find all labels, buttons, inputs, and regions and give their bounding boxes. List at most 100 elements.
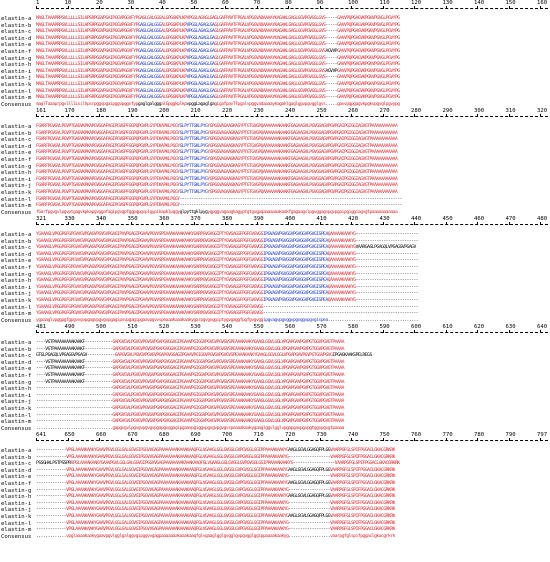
ruler-tick-mark xyxy=(477,6,478,9)
sequence-segment-red: MAGLTAAAPRPGVLLLLLSILHPSRPGGVPGAIPGGVPGG… xyxy=(36,16,326,21)
sequence-row: elastin-l MAGLTAAAPRPGVLLLLLSILHPSRPGGVPG… xyxy=(0,88,550,96)
sequence-text: FGARFPGVGVLPGVPTGAGVKPKAPGVGGAFAGIPGVGPF… xyxy=(36,163,548,171)
alignment-block: 161 170 180 190 200 210 220 230 240 250 260 270 280 2… xyxy=(0,108,550,238)
ruler-tick-mark xyxy=(130,222,132,225)
sequence-segment-red: VPGLAAAAKAAKYGAAVPGVLGGLGALGGVGIPGGVVGAG… xyxy=(66,487,289,493)
ruler-tick-mark xyxy=(477,438,478,441)
ruler-tick-label: 390 xyxy=(253,216,264,222)
ruler-tick-label: 200 xyxy=(159,108,170,114)
sequence-text: MAGLTAAAPRPGVLLLLLSILHPSRPGGVPGAIPGGVPGG… xyxy=(36,28,548,36)
sequence-segment-gap: ------------- xyxy=(36,514,67,519)
sequence-name: elastin-c xyxy=(1,353,32,360)
sequence-segment-gap: ....................................... xyxy=(327,317,419,323)
sequence-segment-blue: IPGVAGVPGVGGVPGVGGVPGVGISPEA xyxy=(262,258,328,264)
sequence-segment-gap: ------------ xyxy=(84,379,113,385)
ruler-tick-label: 110 xyxy=(379,0,390,6)
ruler-tick-mark xyxy=(319,438,321,441)
ruler-tick-mark xyxy=(225,438,226,441)
sequence-text: FGARFPGVGVLPGVPTGAGVKPKAPGVGGAFAGIPGVGPF… xyxy=(36,149,548,157)
sequence-alignment: 1 10 20 30 40 50 60 70 80 90 100 110 120 130 140 150 160… xyxy=(0,0,550,541)
sequence-text: -------------VPGLAAAAKAAKYGAAVPGVLGGLGAL… xyxy=(36,480,548,488)
sequence-segment-gap: ------------- xyxy=(36,507,67,513)
ruler-tick-mark xyxy=(99,438,100,441)
sequence-segment-black: AAGLGGVLGGAGQFPLGG xyxy=(288,494,331,500)
sequence-name: Consensus xyxy=(1,533,32,540)
sequence-segment-gap: ------------------ xyxy=(288,500,331,506)
sequence-text: ----VGTPAAAAAAAAKAAKF------------GAPGVGV… xyxy=(36,365,548,373)
ruler-tick-label: 540 xyxy=(222,324,233,330)
ruler-tick-label: 210 xyxy=(190,108,201,114)
sequence-text: FGARFPGVGVLPGVPTGAGVKPKAPGVGGAFAGIPGVGPF… xyxy=(36,189,548,197)
ruler-tick-mark xyxy=(288,222,289,225)
sequence-segment-gap: ..... xyxy=(325,101,338,107)
sequence-segment-gap: ----- xyxy=(325,88,338,94)
sequence-segment-gap: ---- xyxy=(36,379,46,385)
sequence-segment-gap: ------------ xyxy=(84,340,113,345)
ruler-tick-label: 380 xyxy=(222,216,233,222)
sequence-name: elastin-c xyxy=(1,29,32,36)
sequence-segment-gap: ------------- xyxy=(36,487,67,493)
ruler-tick-label: 100 xyxy=(348,0,359,6)
sequence-segment-red: VAARPGFGLSPIFPGGACLGKACGRKRK xyxy=(330,487,395,493)
sequence-segment-gap: --------------------------- xyxy=(355,232,419,237)
sequence-segment-gap: ----- xyxy=(325,16,338,21)
sequence-segment-blue: IPGVAGVPGVGGVPGVGGVPGVGISPEA xyxy=(262,284,328,290)
sequence-segment-red: GLGAFPAVTFPGALVPGGVADAAAAYKAGAKLGAGLGGVP… xyxy=(214,35,326,41)
sequence-name: elastin-m xyxy=(1,203,32,210)
sequence-segment-gap: ----- xyxy=(325,82,338,87)
sequence-segment-red: ALGPGGKPLKP xyxy=(161,62,187,68)
ruler-tick-mark xyxy=(162,6,163,9)
sequence-segment-gap: .................. xyxy=(288,533,331,539)
sequence-segment-blue: VPGGLAGAGLGA xyxy=(186,42,215,48)
sequence-text: ---------------------------------GAPGVGV… xyxy=(36,412,548,420)
sequence-segment-red: YGPGGVAGAAGKAGYPTGTGVGPQAAAAAAAKAAKFGAGA… xyxy=(207,124,398,129)
sequence-segment-blue: GAGLGALGGG xyxy=(137,68,162,74)
ruler-tick-mark xyxy=(67,222,69,225)
alignment-block: 321 330 340 350 360 370 380 390 400 410 420 430 440 4… xyxy=(0,216,550,346)
sequence-name: elastin-k xyxy=(1,298,32,304)
sequence-segment-red: VPGLAAAAKAAKYGAAVPGVLGGLGALGGVGIPGGVVGAG… xyxy=(66,500,289,506)
sequence-segment-red: YGPGGVAGAAGKAGYPTGTGVGPQAAAAAAAKAAKFGAGA… xyxy=(207,176,398,182)
sequence-segment-red: FGARFPGVGVLPGVPTGAGVKPKAPGVGGAFAGIPGVGPF… xyxy=(36,176,180,182)
ruler-tick-mark xyxy=(288,6,289,9)
sequence-segment-red: GLGAFPAVTFPGALVPGGVADAAAAYKAGAKLGAGLGGVP… xyxy=(214,29,326,35)
ruler-tick-label: 320 xyxy=(537,108,548,114)
ruler-tick-mark xyxy=(540,6,541,9)
sequence-name: elastin-h xyxy=(1,494,32,501)
ruler-tick-label: 290 xyxy=(442,108,453,114)
ruler-tick-mark xyxy=(288,438,289,441)
sequence-segment-red: MAGLTAAAPRPGVLLLLLSILHPSRPGGVPGAIPGGVPGG… xyxy=(36,68,138,74)
sequence-segment-red: gapgvgvlpgvgvpgvgvpgapgvggagipgaavpgiggv… xyxy=(112,425,344,431)
sequence-row: elastin-j -------------VPGLAAAAKAAKYGAAVP… xyxy=(0,506,550,514)
sequence-segment-black: AGVVP xyxy=(325,68,338,74)
sequence-segment-gap: ------------- xyxy=(36,467,67,473)
ruler-tick-mark xyxy=(99,114,100,117)
ruler-tick-label: 220 xyxy=(222,108,233,114)
sequence-segment-red: fGarfpgvgvlpgvptgagvkpkapgvggafagipgvgpf… xyxy=(36,209,180,215)
sequence-name: elastin-k xyxy=(1,190,32,196)
sequence-segment-black: VGTPAAAAAAAAKAAKF xyxy=(45,359,85,365)
ruler-tick-mark xyxy=(256,6,258,9)
sequence-segment-blue: GLPYTTGKLPYG xyxy=(179,170,208,176)
sequence-segment-red: ygaaaglvpggpgfgpgvvgvpgagvpgvgvpgagipvvp… xyxy=(36,317,263,323)
ruler-tick-mark xyxy=(445,6,447,9)
consensus-row: Consensus .............vpglaaaakaakygaavp… xyxy=(0,533,550,541)
sequence-segment-gap: ----------------------------------------… xyxy=(262,304,419,310)
ruler-tick-mark xyxy=(99,330,100,333)
sequence-row: elastin-k YGAAAGLVPGGPGFGPGVVGVPGAGVPGVGV… xyxy=(0,297,550,305)
sequence-segment-red: GLGAFPAVTFPGALVPGGVADAAAAYKAGAKLGAGLGGVP… xyxy=(214,62,326,68)
sequence-name: elastin-c xyxy=(1,245,32,252)
sequence-segment-red: QAAAAAKAAKYG xyxy=(327,232,356,237)
sequence-row: elastin-c GTGLPGAGQLVPGAGGVPGAGV---------… xyxy=(0,352,550,360)
sequence-text: ---------------------------------GAPGVGV… xyxy=(36,398,548,406)
sequence-segment-red: VAARPGFGLSPIFPGGACLGKACGRKRK xyxy=(330,467,395,473)
sequence-segment-red: MAGLTAAAPRPGVLLLLLSILHPSRPGGVPGAIPGGVPGG… xyxy=(36,75,138,81)
sequence-segment-blue: GLPYTTGKLPYG xyxy=(179,143,208,149)
ruler-tick-label: 550 xyxy=(253,324,264,330)
sequence-segment-gap: ------------- xyxy=(36,474,67,480)
sequence-name: Consensus xyxy=(1,209,32,216)
sequence-row: elastin-l -------------------------------… xyxy=(0,412,550,420)
sequence-segment-gap: --------------------------------- xyxy=(36,386,113,392)
sequence-segment-red: MAGLTAAAPRPGVLLLLLSILHPSRPGGVPGAIPGGVPGG… xyxy=(36,82,138,87)
sequence-row: elastin-c MAGLTAAAPRPGVLLLLLSILHPSRPGGVPG… xyxy=(0,28,550,36)
